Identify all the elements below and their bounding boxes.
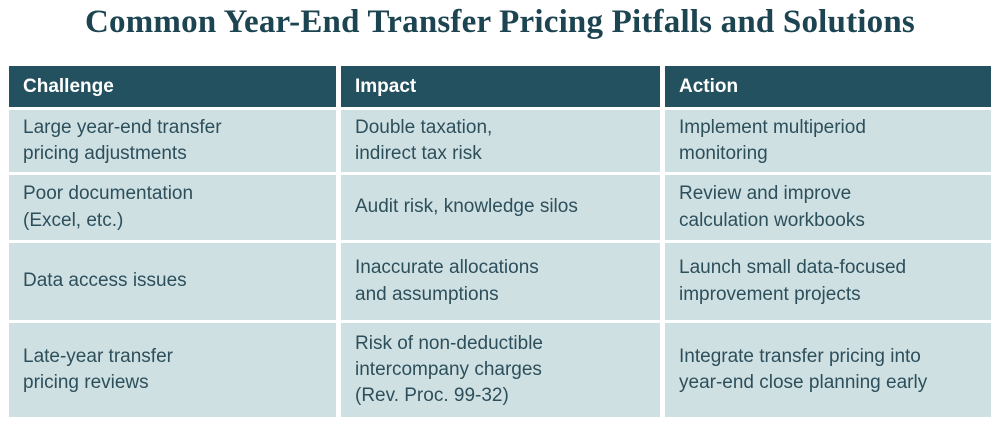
table-cell-challenge-4: Late-year transfer pricing reviews [9,323,336,417]
table-cell-action-3: Launch small data-focused improvement pr… [665,243,991,320]
pitfalls-table: Challenge Impact Action Large year-end t… [9,66,991,417]
table-cell-challenge-3: Data access issues [9,243,336,320]
table-cell-impact-1: Double taxation, indirect tax risk [341,110,660,172]
page-title: Common Year-End Transfer Pricing Pitfall… [85,4,915,40]
table-cell-action-4: Integrate transfer pricing into year-end… [665,323,991,417]
table-cell-action-1: Implement multiperiod monitoring [665,110,991,172]
table-cell-challenge-2: Poor documentation (Excel, etc.) [9,175,336,240]
column-header-impact: Impact [341,66,660,107]
table-cell-challenge-1: Large year-end transfer pricing adjustme… [9,110,336,172]
table-cell-action-2: Review and improve calculation workbooks [665,175,991,240]
column-header-action: Action [665,66,991,107]
table-cell-impact-4: Risk of non-deductible intercompany char… [341,323,660,417]
column-header-challenge: Challenge [9,66,336,107]
table-cell-impact-3: Inaccurate allocations and assumptions [341,243,660,320]
table-cell-impact-2: Audit risk, knowledge silos [341,175,660,240]
